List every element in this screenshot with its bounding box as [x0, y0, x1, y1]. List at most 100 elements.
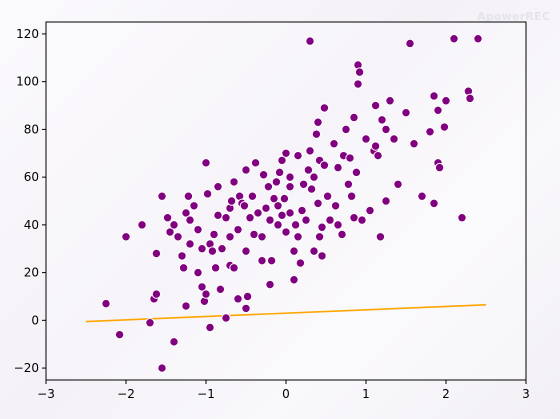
data-point	[325, 215, 335, 225]
data-point	[434, 162, 445, 173]
data-point	[473, 34, 483, 44]
data-point	[242, 291, 253, 302]
data-point	[314, 232, 325, 242]
data-point	[297, 205, 307, 216]
data-point	[233, 224, 243, 235]
data-point	[151, 289, 162, 299]
data-point	[137, 220, 147, 230]
data-point	[266, 255, 277, 266]
data-point	[162, 213, 173, 223]
data-point	[241, 165, 251, 175]
data-point	[209, 229, 219, 240]
data-point	[253, 208, 263, 218]
data-point	[233, 294, 243, 304]
data-point	[277, 210, 287, 221]
x-axis: −3 −2 −1 0 1 2 3	[37, 380, 530, 401]
data-point	[261, 203, 271, 213]
data-point	[309, 172, 319, 182]
data-point	[370, 141, 381, 151]
data-point	[221, 213, 231, 223]
data-point	[433, 105, 443, 116]
data-point	[317, 251, 327, 261]
data-point	[271, 177, 282, 187]
data-point	[263, 181, 274, 192]
data-point	[101, 298, 111, 309]
data-point	[301, 215, 311, 225]
regression-line-layer	[85, 304, 487, 323]
data-point	[157, 363, 167, 373]
data-point	[357, 215, 367, 225]
x-tick-label: 0	[282, 387, 290, 401]
data-point	[305, 146, 315, 156]
data-point	[173, 232, 183, 242]
data-point	[319, 103, 330, 113]
x-tick-label: 3	[522, 387, 530, 401]
data-point	[313, 117, 323, 127]
data-point	[298, 179, 309, 189]
data-point	[277, 155, 287, 166]
data-point	[385, 96, 395, 106]
data-point	[349, 112, 359, 123]
data-point	[309, 246, 319, 256]
data-point	[193, 224, 203, 235]
data-point	[185, 239, 195, 249]
data-point	[269, 193, 279, 204]
x-tick-label: −1	[197, 387, 215, 401]
data-point	[213, 210, 223, 221]
x-tick-label: −3	[37, 387, 55, 401]
data-point	[213, 181, 223, 192]
data-point	[354, 67, 365, 77]
data-point	[465, 93, 475, 104]
data-point	[265, 215, 275, 225]
data-point	[225, 232, 235, 242]
data-point	[295, 258, 306, 268]
data-point	[381, 196, 391, 206]
data-point	[217, 244, 227, 254]
data-point	[210, 263, 221, 273]
data-point	[273, 201, 283, 211]
data-point	[429, 198, 439, 209]
data-point	[229, 177, 239, 187]
data-point	[322, 191, 333, 201]
y-tick-label: 60	[24, 170, 39, 184]
data-point	[317, 222, 327, 232]
data-point	[245, 213, 255, 223]
data-point	[201, 289, 211, 299]
data-point	[449, 34, 459, 44]
data-point	[305, 36, 315, 46]
data-point	[241, 246, 251, 256]
data-point	[247, 191, 258, 201]
data-point	[145, 318, 155, 328]
axes-frame	[45, 21, 527, 381]
data-point	[361, 134, 371, 144]
y-tick-label: 120	[16, 27, 39, 41]
data-point	[375, 232, 386, 242]
data-point	[181, 208, 191, 218]
data-point	[401, 107, 411, 118]
data-point	[457, 213, 467, 223]
data-point	[293, 150, 303, 161]
data-point	[274, 167, 285, 178]
data-point	[279, 193, 290, 204]
plot-frame	[45, 21, 527, 381]
data-point	[185, 215, 195, 225]
data-point	[381, 124, 391, 135]
data-point	[249, 229, 259, 240]
data-point	[303, 165, 314, 175]
watermark: ApowerREC	[477, 10, 550, 23]
data-point	[177, 251, 187, 261]
data-point	[441, 96, 451, 106]
data-point	[151, 248, 162, 259]
data-point	[319, 160, 330, 170]
data-point	[313, 198, 323, 209]
data-point	[281, 148, 291, 158]
data-point	[257, 232, 267, 242]
data-point	[281, 227, 291, 237]
y-tick-label: 100	[16, 75, 39, 89]
data-point	[293, 232, 303, 242]
data-point	[285, 208, 295, 218]
data-point	[207, 246, 218, 256]
data-point	[349, 213, 359, 223]
data-point	[285, 172, 295, 182]
